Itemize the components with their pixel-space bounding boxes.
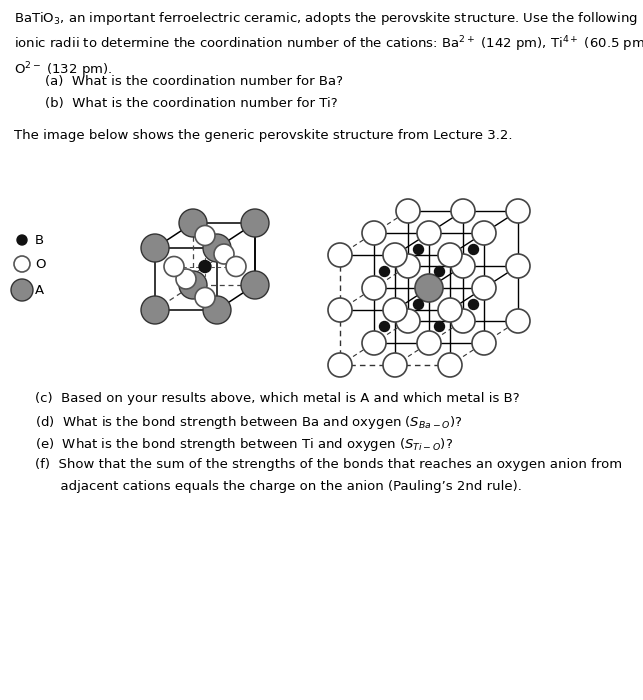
Circle shape [203, 296, 231, 324]
Circle shape [176, 269, 196, 289]
Circle shape [435, 267, 444, 276]
Circle shape [141, 296, 169, 324]
Circle shape [472, 331, 496, 355]
Text: The image below shows the generic perovskite structure from Lecture 3.2.: The image below shows the generic perovs… [14, 129, 512, 142]
Text: B: B [35, 234, 44, 246]
Text: (d)  What is the bond strength between Ba and oxygen ($S_{Ba-O}$)?: (d) What is the bond strength between Ba… [35, 414, 463, 431]
Circle shape [179, 271, 207, 299]
Text: (c)  Based on your results above, which metal is A and which metal is B?: (c) Based on your results above, which m… [35, 392, 520, 405]
Circle shape [506, 199, 530, 223]
Circle shape [438, 353, 462, 377]
Circle shape [469, 244, 478, 255]
Circle shape [383, 243, 407, 267]
Circle shape [506, 254, 530, 278]
Circle shape [379, 321, 390, 332]
Circle shape [17, 235, 27, 245]
Circle shape [383, 353, 407, 377]
Circle shape [451, 309, 475, 333]
Circle shape [417, 276, 441, 300]
Circle shape [11, 279, 33, 301]
Text: adjacent cations equals the charge on the anion (Pauling’s 2nd rule).: adjacent cations equals the charge on th… [35, 480, 522, 493]
Circle shape [413, 244, 424, 255]
Circle shape [241, 271, 269, 299]
Circle shape [472, 276, 496, 300]
Circle shape [413, 300, 424, 309]
Circle shape [396, 199, 420, 223]
Circle shape [417, 331, 441, 355]
Circle shape [379, 267, 390, 276]
Text: O: O [35, 258, 46, 270]
Circle shape [214, 244, 234, 264]
Circle shape [438, 243, 462, 267]
Circle shape [506, 309, 530, 333]
Circle shape [328, 353, 352, 377]
Circle shape [328, 298, 352, 322]
Circle shape [362, 221, 386, 245]
Circle shape [199, 260, 211, 272]
Circle shape [472, 221, 496, 245]
Circle shape [438, 298, 462, 322]
Circle shape [469, 300, 478, 309]
Circle shape [451, 199, 475, 223]
Circle shape [195, 288, 215, 307]
Circle shape [195, 225, 215, 246]
Circle shape [383, 298, 407, 322]
Circle shape [241, 209, 269, 237]
Circle shape [226, 256, 246, 276]
Circle shape [203, 234, 231, 262]
Text: BaTiO$_3$, an important ferroelectric ceramic, adopts the perovskite structure. : BaTiO$_3$, an important ferroelectric ce… [14, 10, 643, 80]
Circle shape [14, 256, 30, 272]
Text: (b)  What is the coordination number for Ti?: (b) What is the coordination number for … [45, 97, 338, 110]
Circle shape [451, 254, 475, 278]
Circle shape [396, 309, 420, 333]
Circle shape [415, 274, 443, 302]
Circle shape [396, 254, 420, 278]
Circle shape [362, 276, 386, 300]
Text: (a)  What is the coordination number for Ba?: (a) What is the coordination number for … [45, 75, 343, 88]
Circle shape [179, 209, 207, 237]
Text: A: A [35, 284, 44, 297]
Text: (e)  What is the bond strength between Ti and oxygen ($S_{Ti-O}$)?: (e) What is the bond strength between Ti… [35, 436, 453, 453]
Circle shape [141, 234, 169, 262]
Circle shape [417, 221, 441, 245]
Circle shape [435, 321, 444, 332]
Circle shape [328, 243, 352, 267]
Circle shape [164, 256, 184, 276]
Circle shape [362, 331, 386, 355]
Text: (f)  Show that the sum of the strengths of the bonds that reaches an oxygen anio: (f) Show that the sum of the strengths o… [35, 458, 622, 471]
